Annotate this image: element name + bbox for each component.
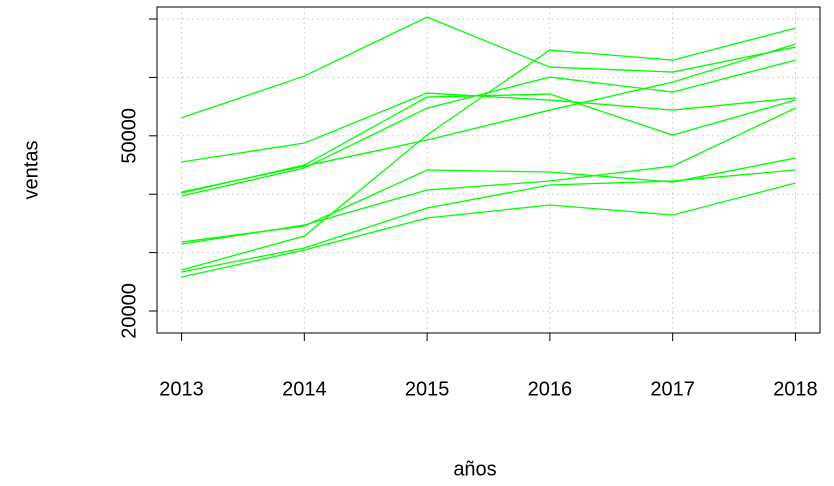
- series-line: [181, 169, 796, 273]
- series-line: [181, 93, 796, 194]
- y-tick-label: 50000: [118, 108, 140, 164]
- series-line: [181, 92, 796, 163]
- x-axis-label: años: [453, 458, 496, 480]
- x-tick-label: 2017: [650, 378, 695, 400]
- series-line: [181, 107, 796, 245]
- x-tick-label: 2013: [159, 378, 204, 400]
- x-tick-label: 2015: [405, 378, 450, 400]
- series-line: [181, 16, 796, 119]
- series-line: [181, 43, 796, 193]
- x-tick-label: 2018: [773, 378, 818, 400]
- y-axis-label: ventas: [20, 141, 42, 200]
- x-tick-label: 2014: [282, 378, 327, 400]
- series-line: [181, 182, 796, 278]
- y-tick-label: 20000: [118, 283, 140, 339]
- series-line: [181, 27, 796, 271]
- plot-frame: [156, 6, 821, 334]
- x-tick-label: 2016: [528, 378, 573, 400]
